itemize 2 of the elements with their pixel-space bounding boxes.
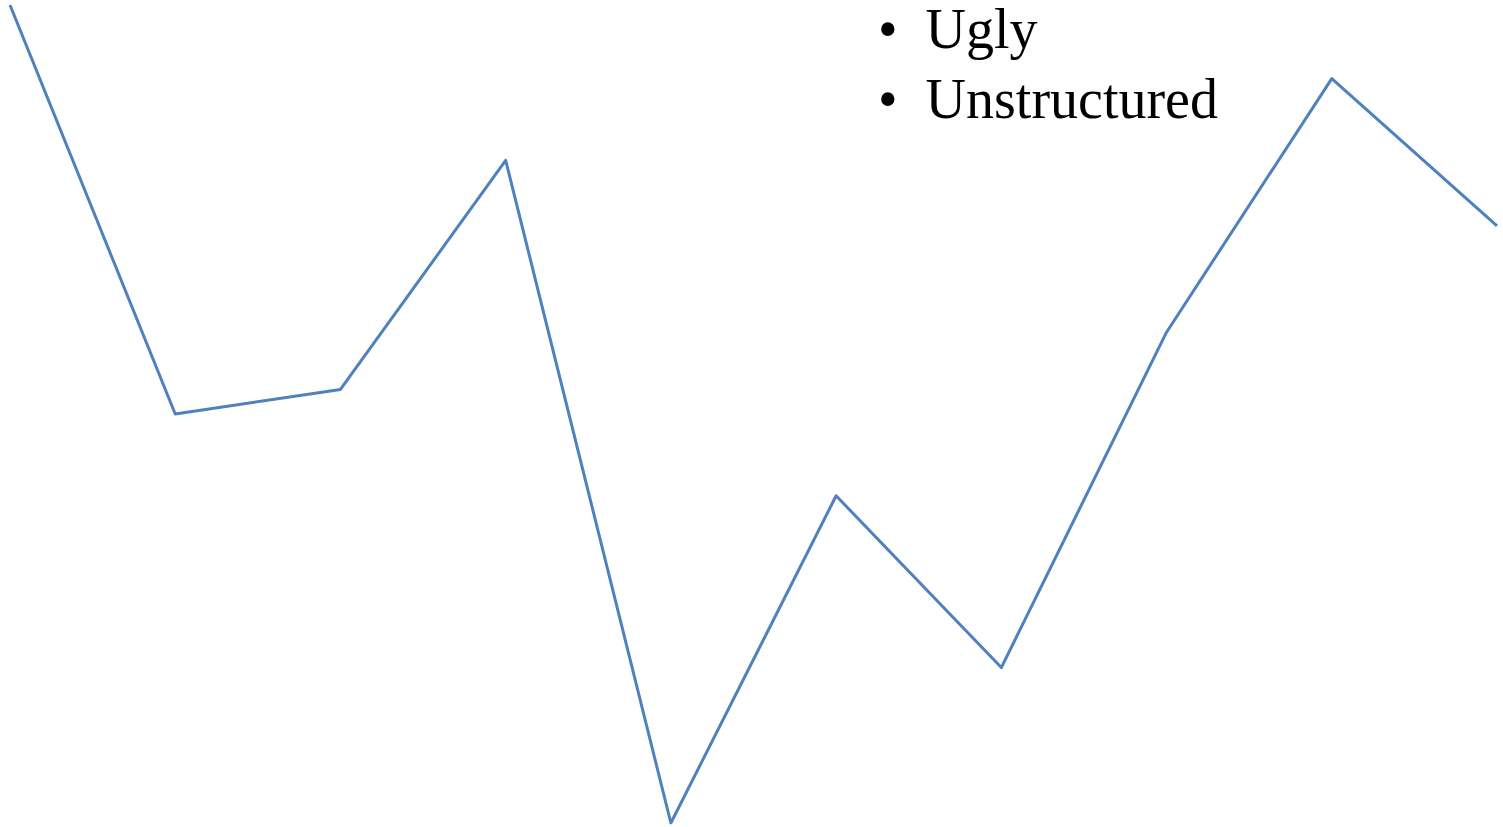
annotation: • Unstructured xyxy=(878,67,1218,132)
annotation: • Ugly xyxy=(878,0,1039,62)
